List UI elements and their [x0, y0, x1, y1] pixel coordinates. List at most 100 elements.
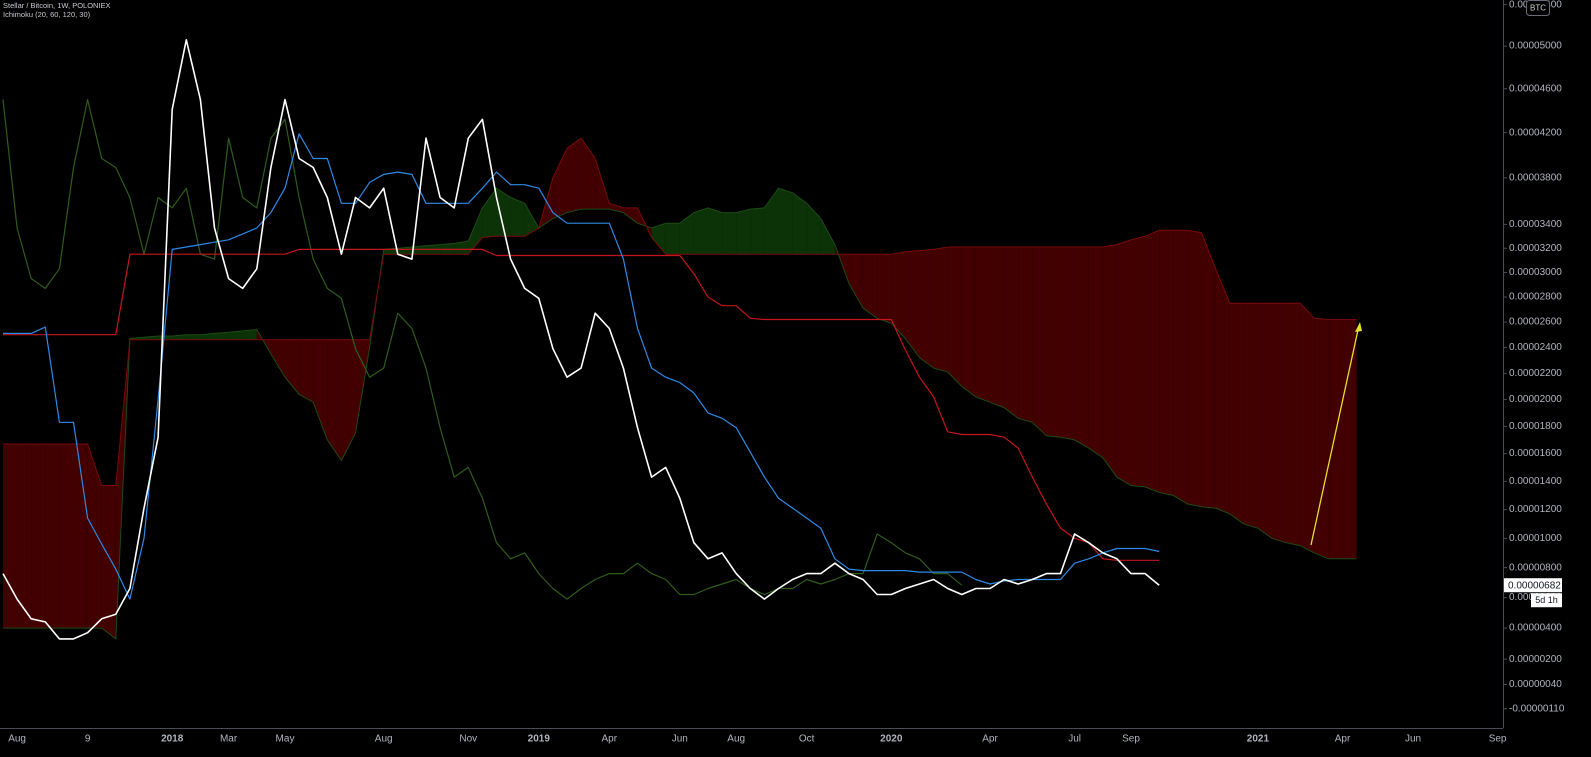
cloud-segment: [990, 247, 1005, 408]
cloud-segment: [1173, 230, 1188, 504]
series-line: [2, 99, 963, 600]
cloud-segment: [567, 138, 582, 213]
indicator-label: Ichimoku (20, 60, 120, 30): [3, 10, 91, 19]
cloud-segment: [73, 444, 88, 629]
cloud-segment: [820, 218, 835, 255]
countdown-box: [1531, 593, 1562, 608]
cloud-segment: [778, 188, 793, 255]
cloud-segment: [285, 339, 300, 395]
cloud-segment: [581, 138, 596, 210]
axes: 0.000054000.000050000.000046000.00004200…: [8, 0, 1565, 745]
countdown-label: 5d 1h: [1535, 595, 1558, 605]
cloud-segment: [1116, 239, 1131, 486]
cloud-segment: [31, 444, 46, 629]
x-tick-label: Sep: [1122, 734, 1140, 745]
cloud-segment: [947, 247, 962, 387]
series-line: [3, 133, 1160, 600]
cloud-segment: [1074, 247, 1089, 449]
cloud-segment: [891, 251, 906, 339]
cloud-segment: [299, 339, 314, 403]
last-price-box: [1504, 578, 1562, 593]
currency-button[interactable]: [1526, 0, 1550, 16]
y-tick-label: 0.00002400: [1509, 342, 1562, 353]
cloud-segment: [87, 444, 102, 629]
x-tick-label: Apr: [1335, 734, 1351, 745]
cloud-segment: [524, 203, 539, 237]
cloud-segment: [1018, 247, 1033, 423]
cloud-segment: [1300, 303, 1315, 553]
cloud-segment: [256, 329, 271, 354]
y-tick-label: 0.00002800: [1509, 292, 1562, 303]
cloud-segment: [482, 188, 497, 238]
cloud-segment: [242, 329, 257, 340]
y-tick-label: 0.00000040: [1509, 679, 1562, 690]
x-tick-label: 2020: [880, 734, 903, 745]
cloud-segment: [1004, 247, 1019, 419]
cloud-segment: [1229, 303, 1244, 524]
x-tick-label: May: [276, 734, 295, 745]
annotation-arrow: [1310, 329, 1359, 546]
y-tick-label: 0.00003000: [1509, 267, 1562, 278]
cloud-span-a: [3, 187, 1357, 640]
cloud-segment: [1201, 232, 1216, 509]
y-tick-label: 0.00003200: [1509, 243, 1562, 254]
cloud-segment: [679, 212, 694, 255]
cloud-segment: [341, 339, 356, 461]
cloud-segment: [849, 254, 864, 309]
cloud-segment: [1102, 244, 1117, 478]
y-tick-label: 0.00000200: [1509, 654, 1562, 665]
cloud-segment: [214, 332, 229, 340]
cloud-segment: [933, 247, 948, 372]
y-tick-label: 0.00000800: [1509, 562, 1562, 573]
y-tick-label: 0.00005000: [1509, 41, 1562, 52]
cloud-segment: [1257, 303, 1272, 539]
cloud-segment: [3, 444, 18, 629]
cloud-segment: [1328, 319, 1343, 559]
cloud-segment: [228, 330, 243, 340]
x-tick-label: Mar: [220, 734, 238, 745]
cloud-segment: [1215, 268, 1230, 514]
cloud-segment: [1159, 230, 1174, 496]
y-tick-label: 0.00001800: [1509, 421, 1562, 432]
cloud-segment: [919, 249, 934, 369]
x-tick-label: Jun: [1405, 734, 1421, 745]
cloud-segment: [961, 247, 976, 397]
currency-label[interactable]: BTC: [1530, 4, 1546, 13]
plot-area: [2, 39, 1357, 640]
cloud-segment: [270, 339, 285, 378]
y-tick-label: 0.00004200: [1509, 127, 1562, 138]
cloud-segment: [1145, 230, 1160, 493]
cloud-segment: [1342, 319, 1357, 559]
cloud-segment: [468, 207, 483, 255]
cloud-segment: [693, 207, 708, 255]
cloud-segment: [609, 203, 624, 213]
x-tick-label: Apr: [602, 734, 618, 745]
cloud-segment: [722, 212, 737, 255]
y-tick-label: -0.00000110: [1509, 703, 1565, 714]
x-tick-label: Aug: [8, 734, 26, 745]
price-tag: 0.00000682 5d 1h: [1504, 578, 1562, 608]
series-line: [2, 39, 1160, 640]
y-tick-label: 0.00001000: [1509, 533, 1562, 544]
x-tick-label: Jun: [672, 734, 688, 745]
cloud-segment: [1286, 303, 1301, 546]
cloud-segment: [1046, 247, 1061, 438]
cloud-segment: [158, 336, 173, 340]
cloud-segment: [200, 333, 215, 340]
x-tick-label: 2019: [528, 734, 551, 745]
cloud-segment: [186, 334, 201, 340]
cloud-segment: [651, 223, 666, 255]
series-line: [3, 248, 1160, 561]
cloud-segment: [736, 209, 751, 255]
cloud-segment: [905, 250, 920, 358]
cloud-segment: [454, 241, 469, 255]
cloud-segment: [1272, 303, 1287, 543]
x-tick-label: 2018: [161, 734, 184, 745]
x-tick-label: Sep: [1489, 734, 1507, 745]
y-tick-label: 0.00000400: [1509, 623, 1562, 634]
y-tick-label: 0.00003400: [1509, 219, 1562, 230]
x-tick-label: Aug: [727, 734, 745, 745]
cloud-segment: [1187, 230, 1202, 507]
cloud-segment: [1131, 236, 1146, 487]
